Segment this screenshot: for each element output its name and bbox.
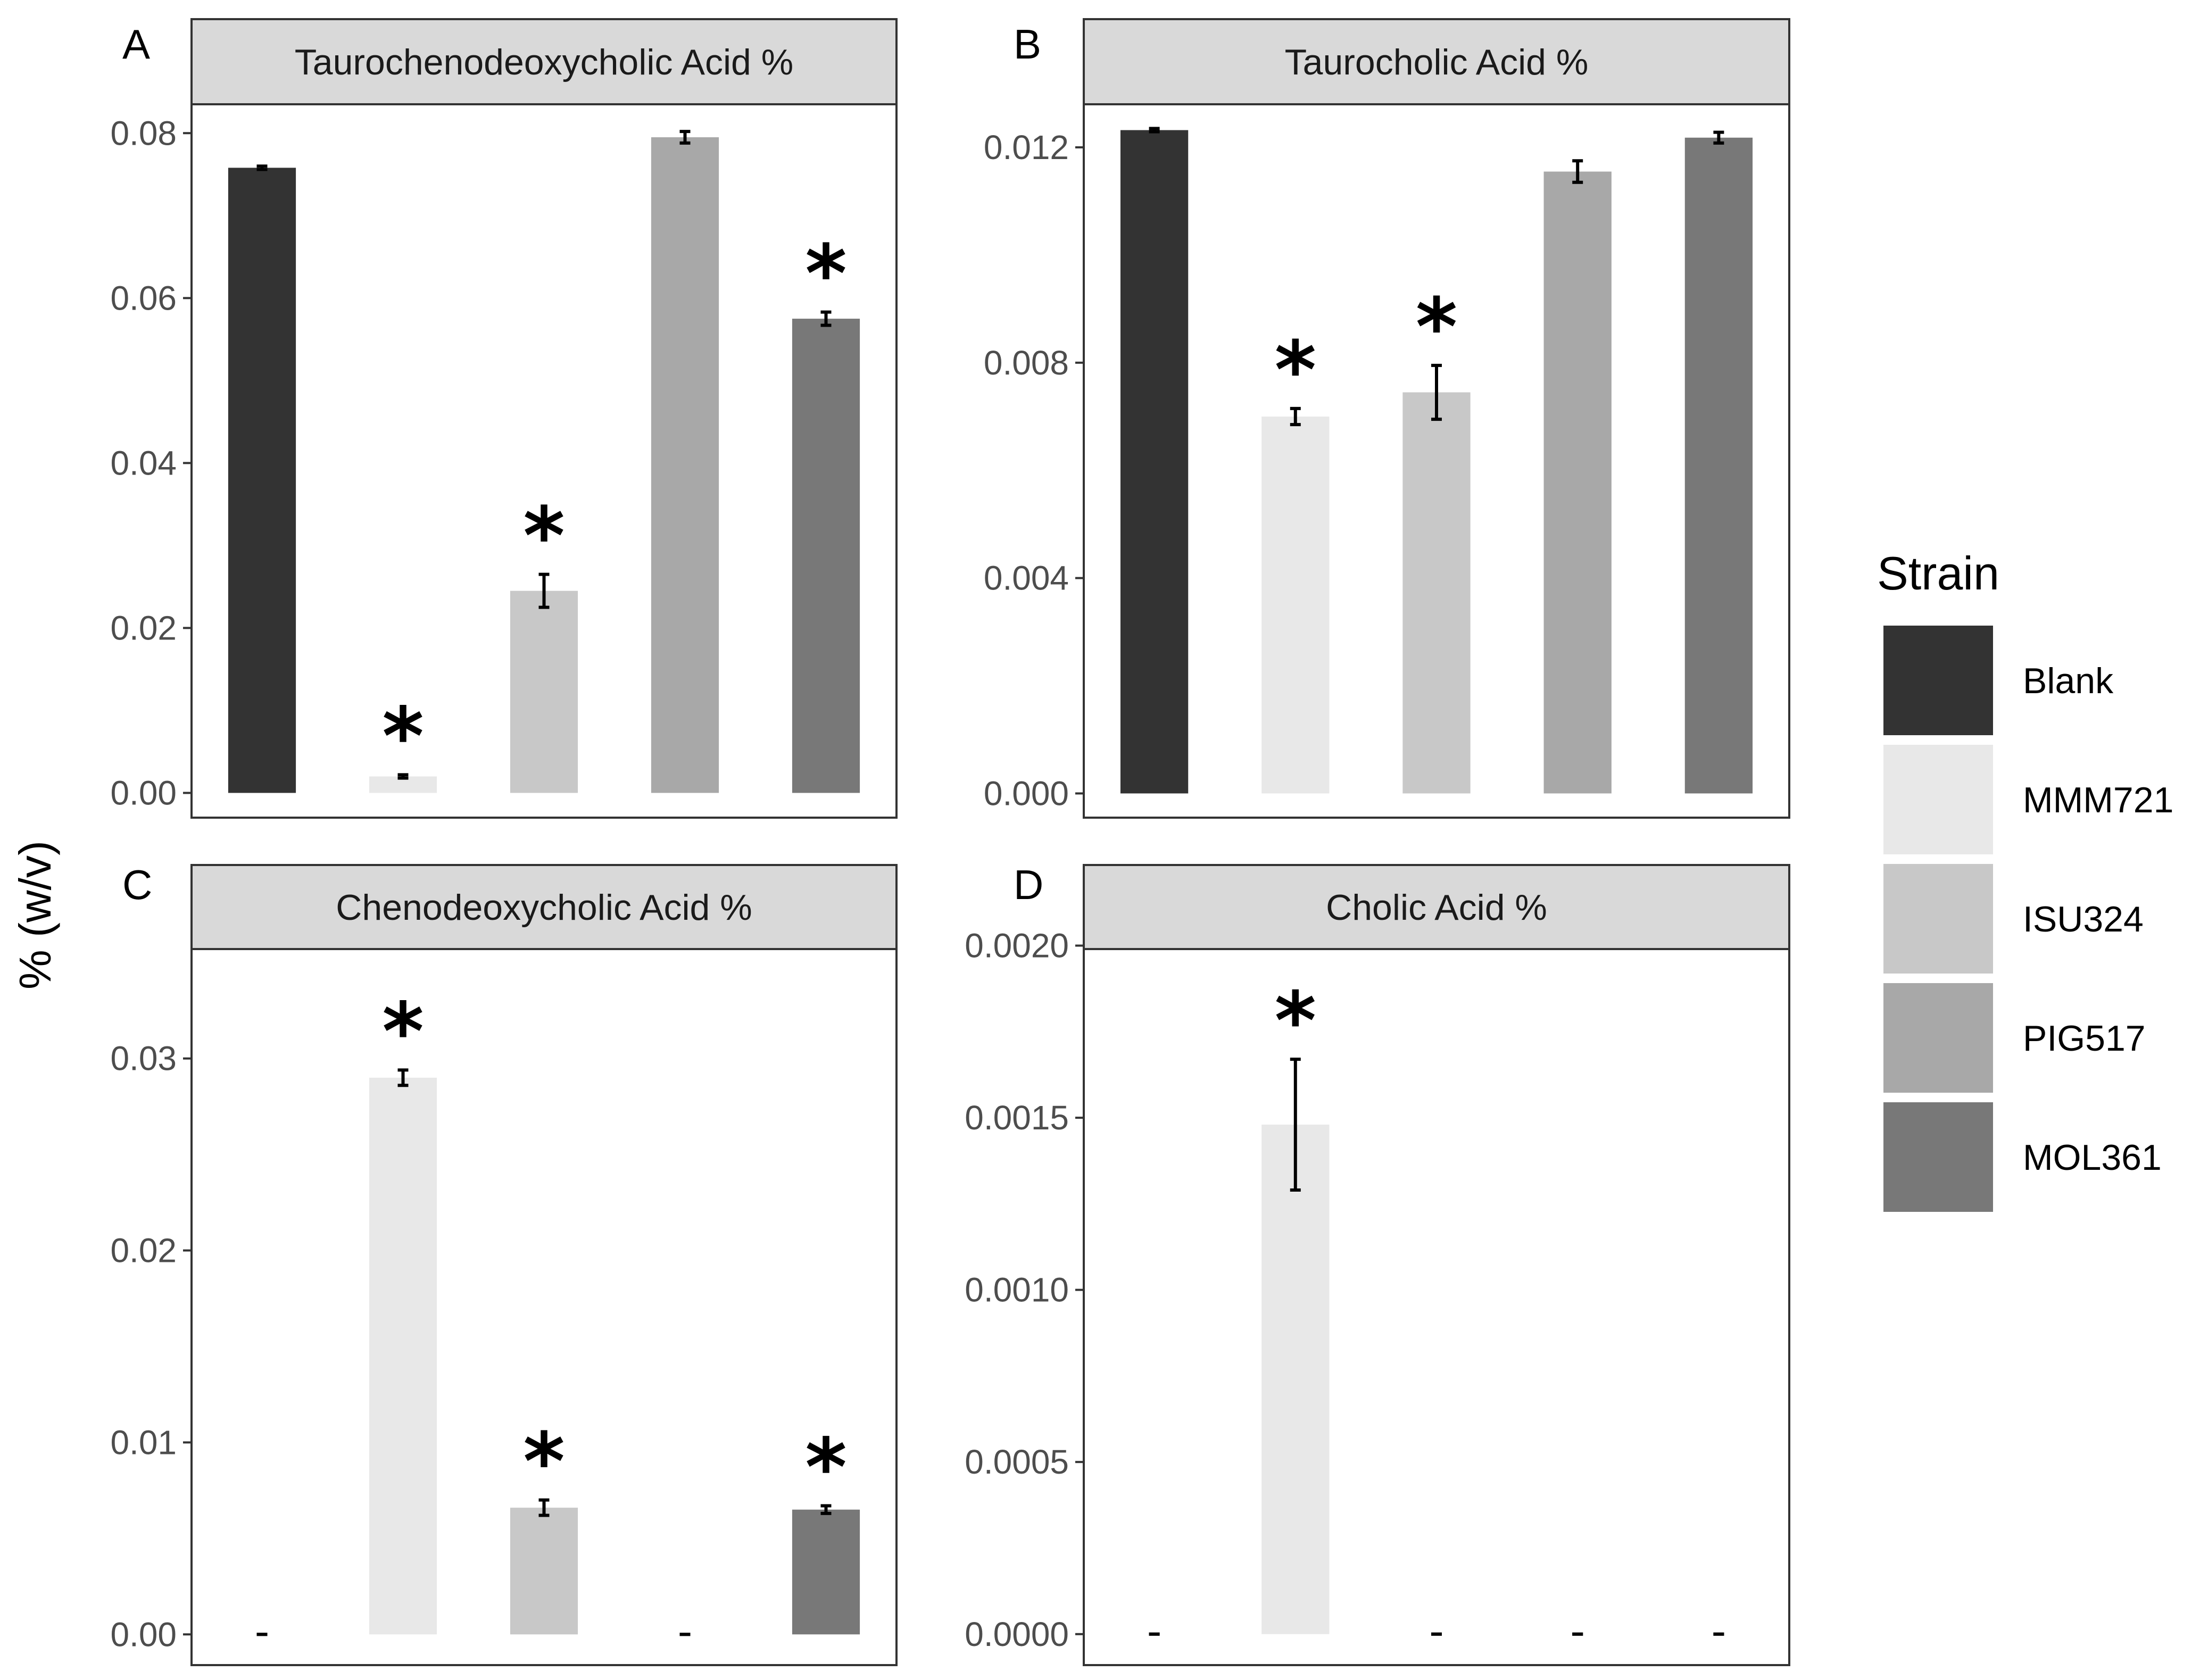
legend-label: MOL361 <box>2023 1137 2162 1178</box>
error-bar <box>1572 159 1583 184</box>
panel-title: Chenodeoxycholic Acid % <box>336 887 752 928</box>
error-bar <box>1713 130 1724 145</box>
error-bar <box>538 1498 550 1517</box>
y-tick-label: 0.00 <box>110 774 177 812</box>
error-bar <box>1149 127 1160 134</box>
bar-mmm721 <box>369 1077 437 1635</box>
significance-star: * <box>1275 975 1316 1068</box>
legend-label: Blank <box>2023 661 2114 701</box>
panel-D: Cholic Acid % D 0.0000 0.0005 0.0010 0.0015 0.… <box>965 861 1790 1666</box>
bar-mmm721 <box>1261 417 1330 794</box>
error-bar <box>397 1068 409 1087</box>
y-tick-label: 0.06 <box>110 279 177 317</box>
y-tick-label: 0.000 <box>984 774 1069 812</box>
panel-title: Taurocholic Acid % <box>1285 42 1589 82</box>
bar-isu324 <box>1402 392 1471 794</box>
bar-blank <box>228 168 296 793</box>
y-tick-label: 0.004 <box>984 559 1069 597</box>
significance-star: * <box>805 1421 846 1514</box>
legend-item-mmm721: MMM721 <box>1883 745 2173 854</box>
y-tick-label: 0.04 <box>110 444 177 482</box>
y-tick-label: 0.08 <box>110 114 177 152</box>
panel-letter: C <box>122 861 152 908</box>
y-tick-label: 0.02 <box>110 1232 177 1270</box>
legend-item-pig517: PIG517 <box>1883 983 2146 1093</box>
y-tick-label: 0.0005 <box>965 1443 1069 1481</box>
panel-letter: A <box>122 21 150 68</box>
panels: Taurochenodeoxycholic Acid % A 0.00 0.02 0.0… <box>110 18 1790 1666</box>
legend-swatch <box>1883 1102 1993 1212</box>
panel-title: Taurochenodeoxycholic Acid % <box>295 42 793 82</box>
bar-isu324 <box>510 1508 578 1635</box>
panel-title: Cholic Acid % <box>1326 887 1547 928</box>
error-bar <box>820 1504 832 1515</box>
error-bar <box>1431 363 1442 421</box>
legend-swatch <box>1883 745 1993 854</box>
legend-label: PIG517 <box>2023 1018 2146 1059</box>
bar-mol361 <box>792 1509 860 1635</box>
y-tick-label: 0.0020 <box>965 927 1069 965</box>
error-bar <box>1290 1058 1301 1192</box>
panel-A: Taurochenodeoxycholic Acid % A 0.00 0.02 0.0… <box>110 18 898 819</box>
legend-item-mol361: MOL361 <box>1883 1102 2162 1212</box>
legend-item-blank: Blank <box>1883 626 2114 735</box>
y-tick-label: 0.012 <box>984 128 1069 167</box>
significance-star: * <box>523 1416 564 1509</box>
y-tick-label: 0.0010 <box>965 1271 1069 1309</box>
error-bar <box>679 130 691 145</box>
panel-C: Chenodeoxycholic Acid % C 0.00 0.01 0.02 0.03… <box>110 861 898 1666</box>
significance-star: * <box>523 490 564 583</box>
y-tick-label: 0.008 <box>984 344 1069 382</box>
facet-strip <box>190 18 898 105</box>
bar-mmm721 <box>1261 1125 1330 1634</box>
significance-star: * <box>382 986 424 1078</box>
y-tick-label: 0.0000 <box>965 1615 1069 1653</box>
legend-label: MMM721 <box>2023 780 2173 820</box>
significance-star: * <box>1275 325 1316 417</box>
y-tick-label: 0.02 <box>110 609 177 647</box>
bar-blank <box>1120 130 1189 794</box>
bar-pig517 <box>1543 171 1612 794</box>
y-tick-label: 0.03 <box>110 1039 177 1078</box>
error-bar <box>397 773 409 780</box>
bar-pig517 <box>651 137 719 793</box>
panel-B: Taurocholic Acid % B 0.000 0.004 0.008 0.012 *… <box>984 18 1790 819</box>
facet-strip <box>1083 864 1790 950</box>
legend-swatch <box>1883 983 1993 1093</box>
legend-swatch <box>1883 864 1993 974</box>
y-axis-label: % (w/v) <box>10 841 60 989</box>
bar-mol361 <box>792 319 860 793</box>
panel-letter: D <box>1014 861 1043 908</box>
legend-title: Strain <box>1877 547 1999 600</box>
legend-label: ISU324 <box>2023 899 2144 939</box>
error-bar <box>538 572 550 609</box>
significance-star: * <box>382 691 424 783</box>
legend: Strain Blank MMM721 ISU324 PIG517 MOL361 <box>1877 547 2173 1212</box>
bar-mol361 <box>1684 137 1753 794</box>
panel-letter: B <box>1014 21 1041 68</box>
error-bar <box>820 310 832 327</box>
legend-swatch <box>1883 626 1993 735</box>
legend-item-isu324: ISU324 <box>1883 864 2144 974</box>
facet-strip <box>1083 18 1790 105</box>
plot-area <box>1083 948 1790 1666</box>
bar-isu324 <box>510 591 578 793</box>
y-tick-label: 0.01 <box>110 1423 177 1461</box>
error-bar <box>256 164 268 171</box>
significance-star: * <box>1416 281 1457 374</box>
y-tick-label: 0.00 <box>110 1615 177 1653</box>
significance-star: * <box>805 228 846 321</box>
y-tick-label: 0.0015 <box>965 1099 1069 1137</box>
error-bar <box>1290 406 1301 427</box>
facet-strip <box>190 864 898 950</box>
